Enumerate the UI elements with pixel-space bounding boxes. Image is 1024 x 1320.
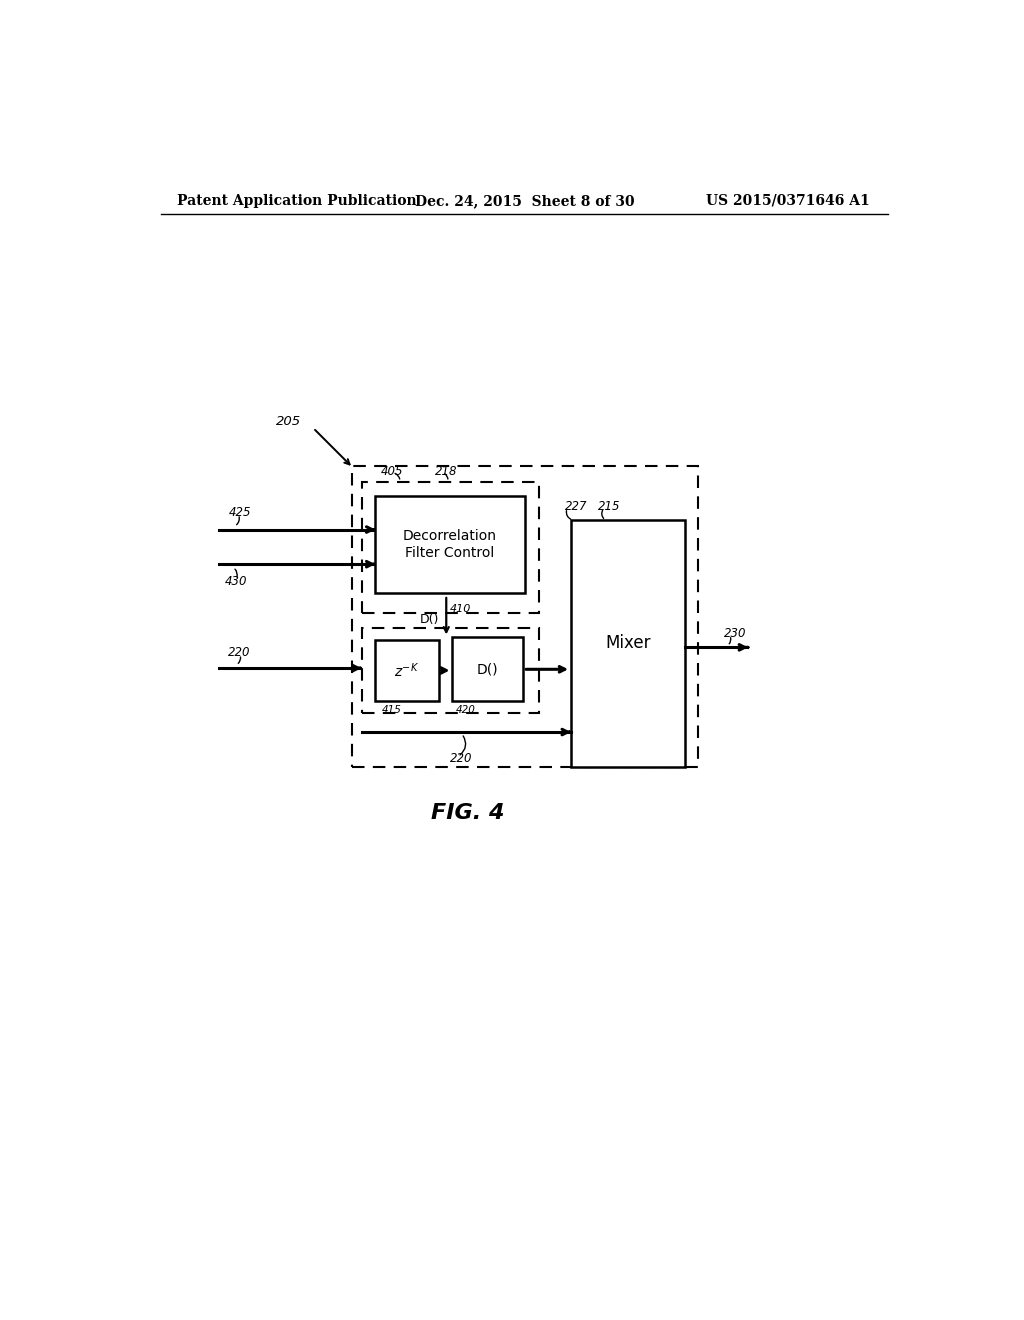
Text: 420: 420 — [457, 705, 476, 715]
Bar — [361, 628, 539, 713]
Text: FIG. 4: FIG. 4 — [431, 803, 505, 822]
Text: 425: 425 — [228, 506, 251, 519]
Text: 410: 410 — [450, 605, 471, 614]
Text: Dec. 24, 2015  Sheet 8 of 30: Dec. 24, 2015 Sheet 8 of 30 — [415, 194, 635, 207]
Text: 205: 205 — [276, 416, 301, 428]
Bar — [351, 466, 698, 767]
Text: 215: 215 — [598, 500, 621, 513]
Text: D(): D() — [477, 663, 499, 676]
Text: Patent Application Publication: Patent Application Publication — [177, 194, 417, 207]
Text: 227: 227 — [565, 500, 588, 513]
Text: 218: 218 — [435, 465, 457, 478]
Text: 405: 405 — [381, 465, 403, 478]
Text: 220: 220 — [451, 752, 473, 766]
Text: $z^{-K}$: $z^{-K}$ — [394, 661, 420, 680]
Bar — [376, 496, 524, 594]
Text: 220: 220 — [228, 647, 251, 659]
Text: US 2015/0371646 A1: US 2015/0371646 A1 — [706, 194, 869, 207]
Text: 230: 230 — [724, 627, 745, 640]
Bar — [361, 482, 539, 612]
Bar — [376, 640, 438, 701]
Bar — [571, 520, 685, 767]
Text: 415: 415 — [382, 705, 401, 715]
Text: 430: 430 — [225, 574, 248, 587]
Bar — [453, 638, 523, 701]
Text: D(): D() — [419, 612, 438, 626]
Text: Mixer: Mixer — [605, 635, 650, 652]
Text: Decorrelation
Filter Control: Decorrelation Filter Control — [403, 529, 497, 560]
